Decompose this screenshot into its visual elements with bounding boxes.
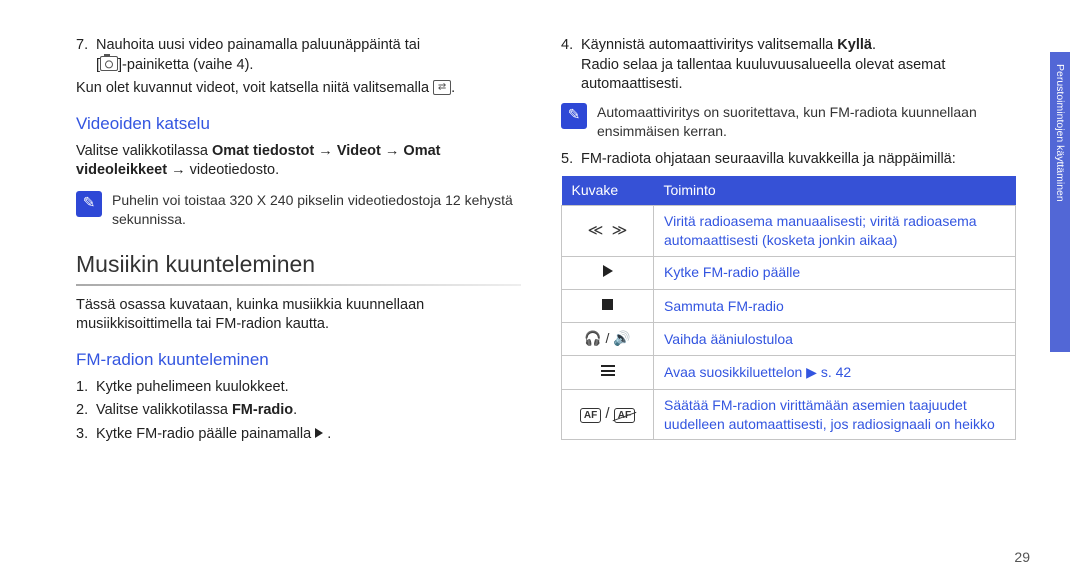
right-column: 4. Käynnistä automaattiviritys valitsema… [561, 36, 1016, 565]
t: Videot [337, 143, 381, 159]
section-tab: Perustoimintojen käyttäminen [1050, 52, 1070, 352]
page-content: 7. Nauhoita uusi video painamalla paluun… [0, 0, 1080, 585]
t: → [381, 143, 404, 159]
table-row: 🎧 / 🔊 Vaihda ääniulostuloa [562, 323, 1016, 356]
th-function: Toiminto [654, 176, 1016, 205]
table-row: ≪ ≫ Viritä radioasema manuaalisesti; vir… [562, 205, 1016, 256]
t: Kytke FM-radio päälle painamalla [96, 426, 315, 442]
step-number: 5. [561, 150, 581, 170]
step-text: FM-radiota ohjataan seuraavilla kuvakkei… [581, 150, 1016, 170]
t: → videotiedosto. [167, 162, 279, 178]
step7-line2: ]-painiketta (vaihe 4). [118, 57, 253, 73]
step-text: Käynnistä automaattiviritys valitsemalla… [581, 36, 1016, 95]
stop-icon [562, 289, 654, 322]
table-row: Sammuta FM-radio [562, 289, 1016, 322]
t: Valitse valikkotilassa [96, 402, 232, 418]
note-autotune: Automaattiviritys on suoritettava, kun F… [561, 103, 1016, 141]
step-text: Valitse valikkotilassa FM-radio. [96, 401, 521, 421]
note-icon [76, 191, 102, 217]
step-number: 4. [561, 36, 581, 95]
t: Käynnistä automaattiviritys valitsemalla [581, 37, 837, 53]
step7-line1: Nauhoita uusi video painamalla paluunäpp… [96, 37, 420, 53]
desc: Sammuta FM-radio [654, 289, 1016, 322]
step-number: 3. [76, 425, 96, 445]
t: Avaa suosikkiluettelon [664, 364, 806, 380]
t: → [314, 143, 337, 159]
note-icon [561, 103, 587, 129]
step-number: 7. [76, 36, 96, 75]
desc: Viritä radioasema manuaalisesti; viritä … [654, 205, 1016, 256]
t: FM-radio [232, 402, 293, 418]
icon-function-table: Kuvake Toiminto ≪ ≫ Viritä radioasema ma… [561, 176, 1016, 440]
camera-icon [100, 56, 118, 71]
th-icon: Kuvake [562, 176, 654, 205]
note-video-res: Puhelin voi toistaa 320 X 240 pikselin v… [76, 191, 521, 229]
desc: Kytke FM-radio päälle [654, 256, 1016, 289]
table-row: AF / AF Säätää FM-radion virittämään ase… [562, 389, 1016, 440]
table-header-row: Kuvake Toiminto [562, 176, 1016, 205]
left-column: 7. Nauhoita uusi video painamalla paluun… [76, 36, 521, 565]
table-row: Kytke FM-radio päälle [562, 256, 1016, 289]
t: Omat tiedostot [212, 143, 314, 159]
t: s. 42 [817, 364, 851, 380]
fm-step-3: 3. Kytke FM-radio päälle painamalla . [76, 425, 521, 445]
desc: Avaa suosikkiluettelon ▶ s. 42 [654, 356, 1016, 389]
desc: Vaihda ääniulostuloa [654, 323, 1016, 356]
play-icon [315, 428, 323, 438]
music-intro: Tässä osassa kuvataan, kuinka musiikkia … [76, 296, 521, 335]
heading-video-view: Videoiden katselu [76, 113, 521, 136]
step-text: Nauhoita uusi video painamalla paluunäpp… [96, 36, 521, 75]
heading-fm: FM-radion kuunteleminen [76, 349, 521, 372]
t: Kyllä [837, 37, 872, 53]
video-path: Valitse valikkotilassa Omat tiedostot → … [76, 142, 521, 181]
after-video-text: Kun olet kuvannut videot, voit katsella … [76, 79, 521, 99]
note-text: Puhelin voi toistaa 320 X 240 pikselin v… [112, 191, 521, 229]
desc: Säätää FM-radion virittämään asemien taa… [654, 389, 1016, 440]
t: Valitse valikkotilassa [76, 143, 212, 159]
t: Radio selaa ja tallentaa kuuluvuusalueel… [581, 57, 945, 93]
fm-step-2: 2. Valitse valikkotilassa FM-radio. [76, 401, 521, 421]
fm-step-4: 4. Käynnistä automaattiviritys valitsema… [561, 36, 1016, 95]
step-text: Kytke puhelimeen kuulokkeet. [96, 378, 521, 398]
step-number: 1. [76, 378, 96, 398]
page-number: 29 [1014, 548, 1030, 567]
af-icon: AF / AF [562, 389, 654, 440]
list-icon [562, 356, 654, 389]
arrow-icon: ▶ [806, 364, 817, 380]
step-number: 2. [76, 401, 96, 421]
switch-icon [433, 80, 451, 95]
note-text: Automaattiviritys on suoritettava, kun F… [597, 103, 1016, 141]
step-7: 7. Nauhoita uusi video painamalla paluun… [76, 36, 521, 75]
speaker-icon: 🎧 / 🔊 [562, 323, 654, 356]
underline [76, 284, 521, 286]
t: . [872, 37, 876, 53]
heading-music: Musiikin kuunteleminen [76, 249, 521, 280]
t: . [293, 402, 297, 418]
text: Kun olet kuvannut videot, voit katsella … [76, 80, 433, 96]
skip-icon: ≪ ≫ [562, 205, 654, 256]
step-text: Kytke FM-radio päälle painamalla . [96, 425, 521, 445]
table-row: Avaa suosikkiluettelon ▶ s. 42 [562, 356, 1016, 389]
play-icon [562, 256, 654, 289]
fm-step-5: 5. FM-radiota ohjataan seuraavilla kuvak… [561, 150, 1016, 170]
fm-step-1: 1. Kytke puhelimeen kuulokkeet. [76, 378, 521, 398]
